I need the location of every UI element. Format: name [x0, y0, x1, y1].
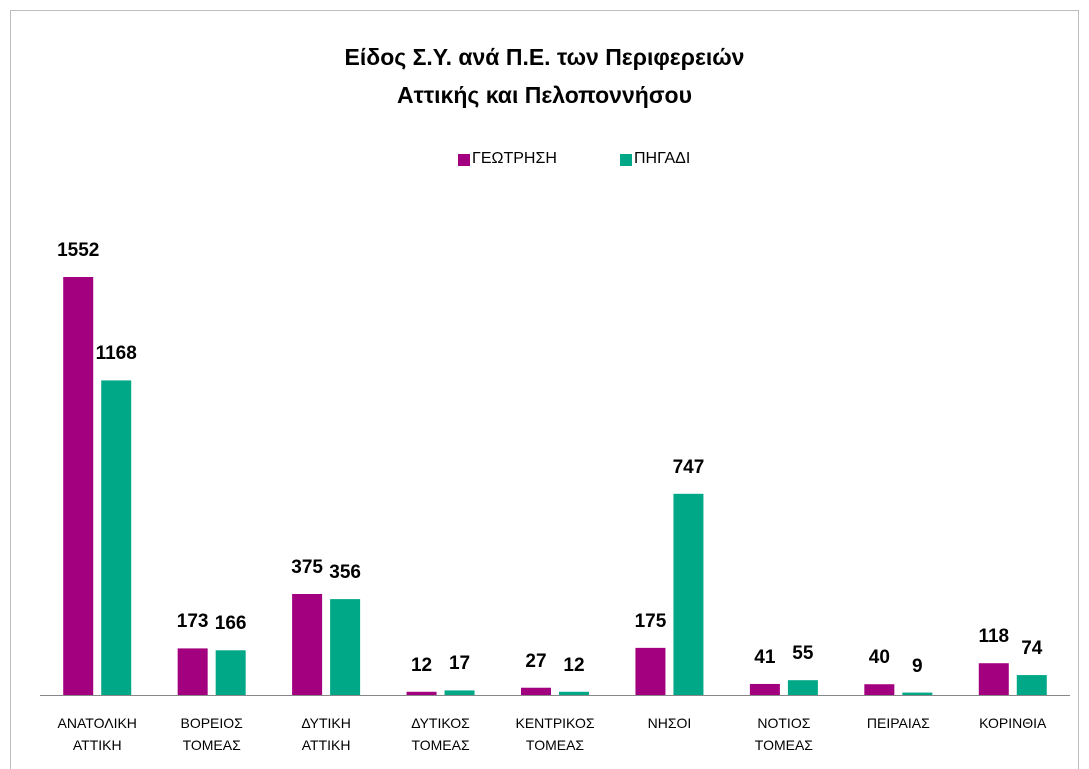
data-label: 17 [448, 653, 471, 675]
bar [177, 648, 208, 695]
legend-label: ΓΕΩΤΡΗΣΗ [472, 150, 557, 167]
data-label: 173 [176, 611, 209, 633]
data-label: 9 [912, 655, 923, 677]
bar [63, 277, 94, 695]
bar [292, 594, 323, 695]
data-label: 55 [792, 643, 814, 665]
legend-label: ΠΗΓΑΔΙ [634, 150, 691, 167]
bar [559, 691, 589, 695]
legend-swatch [458, 154, 470, 166]
data-label: 166 [214, 613, 247, 635]
bar [749, 683, 780, 695]
bar [215, 650, 246, 695]
x-tick-label: ΝΟΤΙΟΣ ΤΟΜΕΑΣ [754, 715, 813, 753]
bar [444, 690, 475, 695]
data-label: 74 [1021, 638, 1043, 660]
data-label: 41 [754, 646, 776, 668]
bar [978, 663, 1009, 695]
bar [787, 680, 818, 695]
data-label: 1168 [95, 343, 137, 365]
bar [902, 692, 933, 695]
x-tick-label: ΚΕΝΤΡΙΚΟΣ ΤΟΜΕΑΣ [515, 715, 595, 753]
data-label: 12 [563, 654, 585, 676]
data-label: 747 [672, 456, 705, 478]
bar [635, 647, 666, 695]
data-label: 375 [291, 557, 323, 578]
bar [101, 380, 132, 695]
legend-swatch [620, 154, 632, 166]
data-label: 118 [978, 626, 1010, 648]
bar [1016, 675, 1047, 695]
bar [330, 599, 361, 695]
data-label: 1552 [57, 240, 100, 261]
x-tick-label: ΚΟΡΙΝΘΙΑ [979, 715, 1047, 731]
data-label: 12 [410, 654, 433, 676]
x-tick-label: ΔΥΤΙΚΗ ΑΤΤΙΚΗ [301, 715, 351, 753]
bar [406, 691, 437, 695]
x-tick-label: ΔΥΤΙΚΟΣ ΤΟΜΕΑΣ [411, 715, 470, 753]
chart-title: Είδος Σ.Υ. ανά Π.Ε. των Περιφερειών Αττι… [344, 44, 745, 108]
x-tick-label: ΒΟΡΕΙΟΣ ΤΟΜΕΑΣ [180, 715, 243, 753]
x-tick-label: ΝΗΣΟΙ [647, 715, 692, 731]
chart-frame [10, 10, 1079, 769]
x-tick-label: ΠΕΙΡΑΙΑΣ [866, 715, 930, 731]
data-label: 40 [868, 647, 890, 669]
data-label: 175 [634, 610, 667, 632]
data-label: 27 [525, 650, 547, 672]
bar [673, 493, 704, 695]
bar [864, 684, 895, 695]
data-label: 356 [329, 562, 361, 584]
x-tick-label: ΑΝΑΤΟΛΙΚΗ ΑΤΤΙΚΗ [57, 715, 137, 753]
bar [521, 687, 551, 695]
